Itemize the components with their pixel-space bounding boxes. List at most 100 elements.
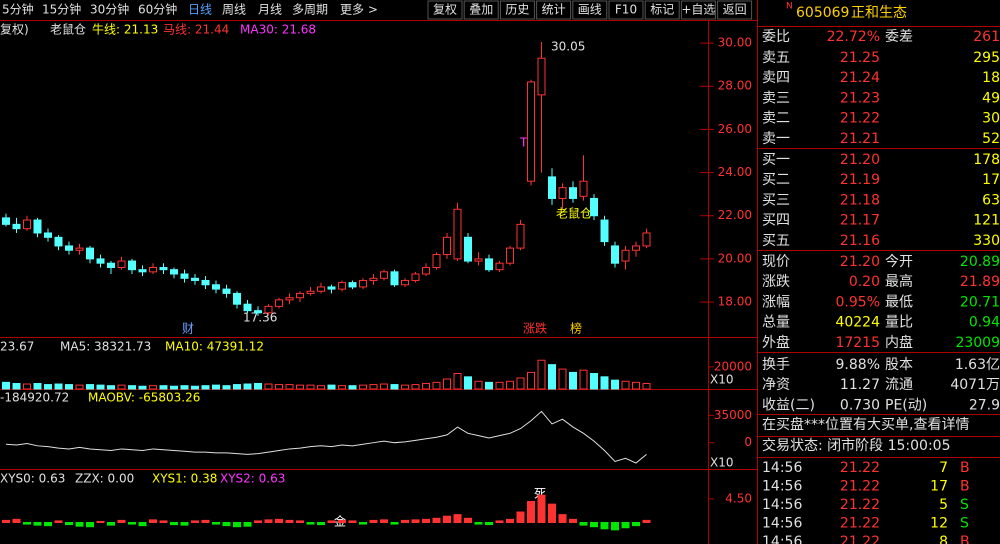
bar: [128, 385, 136, 390]
toolbar-button[interactable]: 画线: [578, 3, 602, 17]
row-value: 20.71: [960, 294, 1000, 310]
toolbar-button-box[interactable]: [427, 0, 463, 20]
y-tick-label: 0: [744, 435, 752, 449]
toolbar-button-box[interactable]: [680, 0, 716, 20]
row-value: 178: [973, 152, 1000, 168]
bar: [474, 521, 483, 525]
toolbar-button[interactable]: 历史: [505, 3, 529, 17]
candle-body: [285, 297, 294, 301]
ind-xys0: XYS0: 0.63: [0, 472, 65, 486]
toolbar-button[interactable]: 标记: [650, 3, 674, 17]
period-tab[interactable]: 60分钟: [138, 2, 177, 17]
candle-body: [86, 247, 94, 260]
toolbar-button-box[interactable]: [463, 0, 499, 20]
candle-body: [600, 219, 609, 243]
toolbar-button[interactable]: 叠加: [469, 3, 493, 17]
y-tick-label: 28.00: [718, 79, 752, 93]
candle-body: [201, 279, 210, 286]
bar: [117, 384, 126, 390]
toolbar-button-box[interactable]: [536, 0, 572, 20]
row-value: 0.95%: [836, 294, 880, 310]
toolbar-button[interactable]: 返回: [723, 3, 747, 17]
bar: [191, 385, 199, 390]
bar: [54, 383, 63, 390]
bar: [632, 521, 640, 527]
bar: [264, 519, 273, 523]
bar: [159, 385, 168, 390]
toolbar-button-box[interactable]: [499, 0, 535, 20]
row-label: 买二: [762, 172, 790, 188]
vol-ma10: MA10: 47391.12: [165, 340, 264, 354]
row-value: 49: [982, 90, 1000, 106]
bar: [275, 518, 283, 523]
candle-body: [306, 290, 315, 294]
candle-body: [33, 219, 42, 234]
candle-body: [621, 249, 630, 262]
y-tick-label: 35000: [714, 408, 752, 422]
bar: [222, 385, 231, 390]
toolbar-button[interactable]: 统计: [542, 3, 566, 17]
legend-horse: 马线: 21.44: [163, 23, 229, 37]
candle-body: [411, 273, 420, 281]
toolbar-button-box[interactable]: [717, 0, 753, 20]
bar: [485, 521, 493, 526]
legend-bull: 牛线: 21.13: [92, 22, 158, 37]
row-value: 21.17: [840, 213, 880, 229]
period-tab[interactable]: 5分钟: [2, 2, 34, 17]
bar: [495, 381, 504, 390]
row-label: 卖二: [762, 111, 790, 127]
period-tab[interactable]: 更多 >: [340, 3, 378, 17]
row-value: 21.16: [840, 233, 880, 249]
trade-side: S: [960, 497, 969, 513]
period-tab[interactable]: 日线: [188, 3, 212, 17]
period-tab[interactable]: 月线: [258, 3, 282, 17]
toolbar-button-box[interactable]: [644, 0, 680, 20]
row-value: 21.18: [840, 192, 880, 208]
candle-body: [453, 208, 462, 260]
row-value: 330: [973, 233, 1000, 249]
ind-xys1: XYS1: 0.38: [152, 472, 217, 486]
period-tab[interactable]: 15分钟: [42, 2, 81, 17]
candle-body: [401, 279, 409, 286]
row-label: 今开: [885, 254, 913, 270]
bar: [254, 520, 262, 523]
candle-body: [527, 81, 535, 182]
candle-body: [642, 232, 651, 247]
bar: [432, 381, 441, 390]
bar: [86, 521, 94, 528]
bar: [464, 517, 472, 523]
candle-body: [579, 180, 588, 197]
candle-body: [464, 236, 472, 262]
bar: [54, 520, 63, 523]
trade-side: S: [960, 516, 969, 532]
bar: [642, 382, 651, 390]
y-tick-label: 26.00: [718, 122, 752, 136]
obv-legend: -184920.72: [0, 391, 69, 405]
bar: [348, 385, 357, 390]
toolbar-button[interactable]: F10: [615, 3, 637, 17]
period-tab[interactable]: 多周期: [292, 3, 328, 17]
candle-body: [380, 271, 388, 279]
period-tab[interactable]: 30分钟: [90, 2, 129, 17]
toolbar-button[interactable]: +自选: [681, 3, 715, 17]
bar: [233, 521, 241, 528]
diff-label: 委差: [885, 29, 913, 45]
candle-body: [390, 271, 399, 286]
bar: [306, 521, 315, 525]
candle-body: [75, 247, 84, 251]
bar: [558, 368, 567, 390]
row-value: 4071万: [950, 377, 1000, 393]
bar: [201, 385, 210, 390]
candle-body: [191, 277, 199, 281]
period-tab[interactable]: 周线: [222, 3, 246, 17]
bar: [12, 382, 21, 390]
candle-body: [138, 269, 147, 273]
row-value: 1.63亿: [955, 357, 1000, 373]
toolbar-button-box[interactable]: [572, 0, 608, 20]
toolbar-button-box[interactable]: [608, 0, 644, 20]
bar: [579, 369, 588, 390]
toolbar-button[interactable]: 复权: [433, 3, 457, 17]
row-label: 涨幅: [762, 294, 790, 310]
row-value: 27.9: [969, 397, 1000, 413]
trade-price: 21.22: [840, 497, 880, 513]
